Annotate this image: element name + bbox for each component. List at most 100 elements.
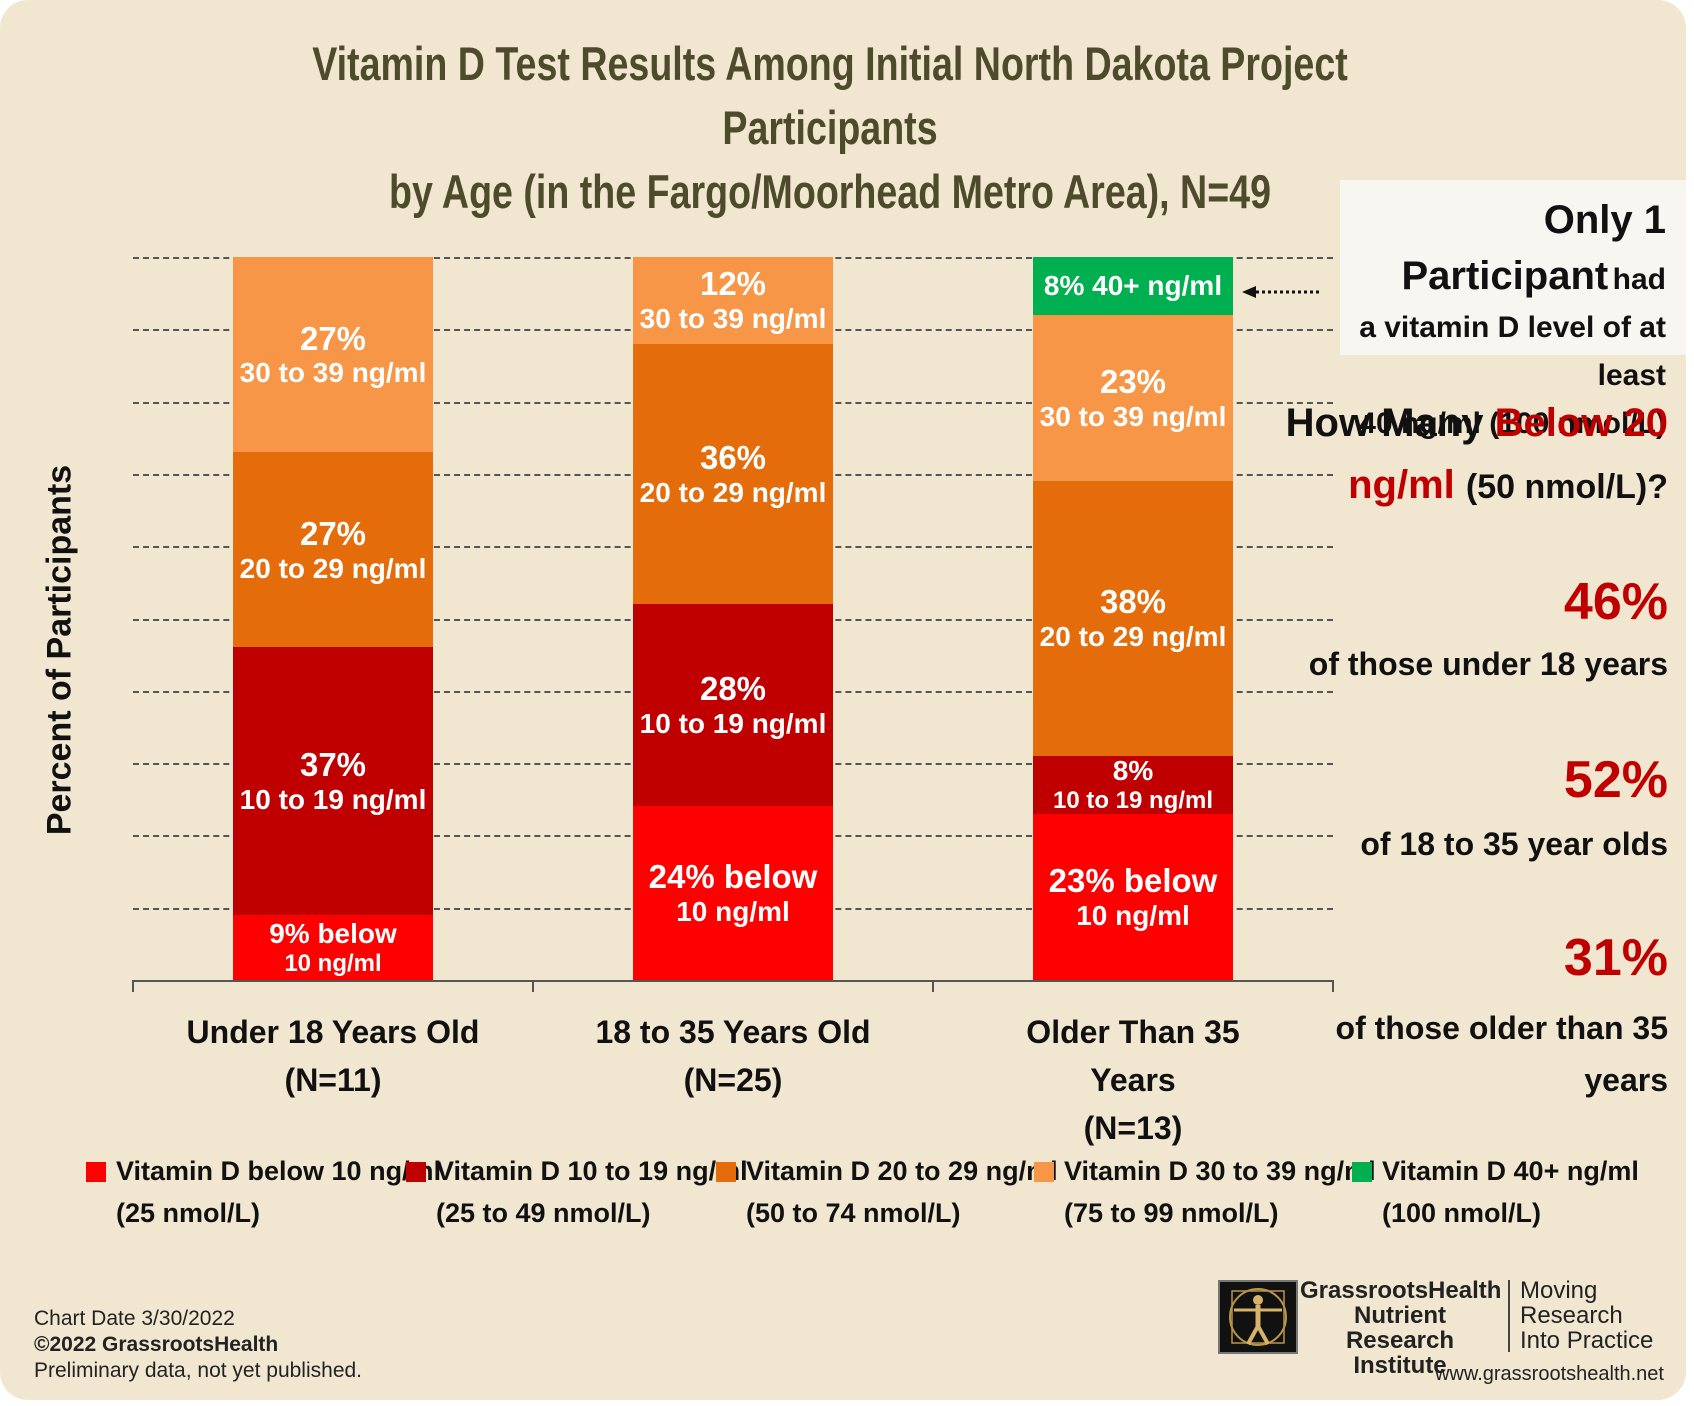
- data-label-range: 10 ng/ml: [284, 949, 382, 977]
- legend-label-line-2: (75 to 99 nmol/L): [1064, 1198, 1279, 1228]
- bar-segment: 28% 10 to 19 ng/ml: [633, 604, 833, 807]
- bar-segment: 9% below 10 ng/ml: [233, 914, 433, 980]
- legend-swatch: [1034, 1162, 1054, 1182]
- category-name: 18 to 35 Years Old: [595, 1014, 871, 1050]
- data-label-range: 10 ng/ml: [1076, 899, 1190, 931]
- chart-date: Chart Date 3/30/2022: [34, 1307, 235, 1330]
- data-label-value: 12%: [699, 265, 767, 303]
- x-axis-tick: [1332, 980, 1334, 992]
- question-red-1: Below 20: [1494, 401, 1668, 445]
- stat-2-value: 52%: [1563, 751, 1668, 809]
- chart-title: Vitamin D Test Results Among Initial Nor…: [262, 32, 1398, 224]
- x-axis-tick: [532, 980, 534, 992]
- category-count: (N=13): [1083, 1110, 1183, 1146]
- legend-label-line-2: (50 to 74 nmol/L): [746, 1198, 961, 1228]
- legend-label-line-2: (100 nmol/L): [1382, 1198, 1542, 1228]
- callout-line-2: a vitamin D level of at least: [1359, 311, 1666, 392]
- category-name: Under 18 Years Old: [186, 1014, 480, 1050]
- question-part-a: How Many: [1285, 401, 1484, 445]
- legend-label-line-1: Vitamin D 20 to 29 ng/ml: [746, 1156, 1058, 1186]
- data-label-range: 20 to 29 ng/ml: [1039, 621, 1227, 653]
- data-label-value: 24% below: [648, 858, 818, 896]
- org-tagline: Moving Research Into Practice: [1520, 1278, 1653, 1353]
- tagline-2: Research: [1520, 1302, 1623, 1329]
- bar-segment: 23% 30 to 39 ng/ml: [1033, 314, 1233, 482]
- data-label-range: 20 to 29 ng/ml: [239, 552, 427, 584]
- legend-label-line-1: Vitamin D 10 to 19 ng/ml: [436, 1156, 748, 1186]
- legend-swatch: [406, 1162, 426, 1182]
- bar-segment: 37% 10 to 19 ng/ml: [233, 647, 433, 915]
- legend-label: Vitamin D 30 to 39 ng/ml (75 to 99 nmol/L…: [1064, 1150, 1376, 1234]
- data-label-value: 23% below: [1048, 861, 1218, 899]
- legend-label: Vitamin D below 10 ng/ml (25 nmol/L): [116, 1150, 441, 1234]
- footer-note: Preliminary data, not yet published.: [34, 1359, 363, 1382]
- legend-label-line-1: Vitamin D below 10 ng/ml: [116, 1156, 442, 1186]
- data-label-range: 30 to 39 ng/ml: [1039, 400, 1227, 432]
- stat-1-label: of those under 18 years: [1308, 646, 1668, 682]
- bar-segment: 12% 30 to 39 ng/ml: [633, 257, 833, 344]
- tagline-1: Moving: [1520, 1277, 1598, 1304]
- data-label-value: 37%: [299, 746, 367, 784]
- x-tick-label: Older Than 35 Years (N=13): [983, 1008, 1283, 1152]
- bar-segment: 27% 30 to 39 ng/ml: [233, 257, 433, 453]
- vitruvian-logo-icon: [1218, 1280, 1298, 1354]
- callout-box: Only 1 Participant had a vitamin D level…: [1340, 180, 1686, 440]
- title-line-2: by Age (in the Fargo/Moorhead Metro Area…: [389, 165, 1271, 218]
- data-label-range: 30 to 39 ng/ml: [639, 303, 827, 335]
- org-name-2: Nutrient: [1354, 1302, 1446, 1329]
- data-label-range: 10 to 19 ng/ml: [239, 784, 427, 816]
- bar-segment: 24% below 10 ng/ml: [633, 806, 833, 980]
- x-tick-label: 18 to 35 Years Old (N=25): [583, 1008, 883, 1104]
- bar-segment: 36% 20 to 29 ng/ml: [633, 343, 833, 605]
- data-label-value: 23%: [1099, 362, 1167, 400]
- legend-label-line-1: Vitamin D 40+ ng/ml: [1382, 1156, 1639, 1186]
- legend-swatch: [86, 1162, 106, 1182]
- callout-line-3: 40 ng/ml (100 nmol/L): [1359, 407, 1666, 440]
- question-part-b: (50 nmol/L)?: [1465, 468, 1668, 506]
- data-label-value: 28%: [699, 670, 767, 708]
- tagline-3: Into Practice: [1520, 1327, 1654, 1354]
- legend-label: Vitamin D 40+ ng/ml (100 nmol/L): [1382, 1150, 1639, 1234]
- category-count: (N=25): [683, 1062, 783, 1098]
- stat-3-label-line-1: of those older than 35: [1335, 1010, 1668, 1046]
- org-divider: [1508, 1280, 1510, 1352]
- callout-emphasis: Only 1 Participant: [1401, 198, 1666, 298]
- data-label-value: 9% below: [269, 917, 397, 949]
- legend-label-line-2: (25 nmol/L): [116, 1198, 261, 1228]
- x-axis-tick: [132, 980, 134, 992]
- legend-swatch: [1352, 1162, 1372, 1182]
- x-axis-tick: [932, 980, 934, 992]
- org-name-1: GrassrootsHealth: [1300, 1277, 1502, 1304]
- copyright: ©2022 GrassrootsHealth: [34, 1333, 279, 1356]
- bar-segment: 23% below 10 ng/ml: [1033, 813, 1233, 980]
- callout-arrow-icon: [1242, 286, 1322, 298]
- category-name: Older Than 35 Years: [1026, 1014, 1240, 1098]
- data-label-range: 20 to 29 ng/ml: [639, 476, 827, 508]
- bar-segment: 27% 20 to 29 ng/ml: [233, 452, 433, 648]
- x-tick-label: Under 18 Years Old (N=11): [183, 1008, 483, 1104]
- data-label-range: 30 to 39 ng/ml: [239, 357, 427, 389]
- question-red-2: ng/ml: [1348, 463, 1455, 507]
- stat-2-label: of 18 to 35 year olds: [1360, 826, 1668, 862]
- callout-had: had: [1612, 263, 1666, 296]
- org-url: www.grassrootshealth.net: [1434, 1363, 1664, 1385]
- y-axis-label: Percent of Participants: [40, 464, 79, 836]
- data-label-value: 8%: [1112, 754, 1154, 786]
- stat-3-label: of those older than 35 years: [1336, 1002, 1668, 1106]
- org-name-3: Research Institute: [1345, 1327, 1455, 1379]
- bar-segment: 38% 20 to 29 ng/ml: [1033, 481, 1233, 756]
- stat-1-value: 46%: [1563, 573, 1668, 631]
- stat-3-label-line-2: years: [1584, 1062, 1668, 1098]
- category-count: (N=11): [284, 1062, 382, 1098]
- stat-3-value: 31%: [1563, 929, 1668, 987]
- legend-label-line-1: Vitamin D 30 to 39 ng/ml: [1064, 1156, 1376, 1186]
- x-axis: [133, 980, 1333, 982]
- legend-label: Vitamin D 10 to 19 ng/ml (25 to 49 nmol/L…: [436, 1150, 748, 1234]
- footer: Chart Date 3/30/2022 ©2022 GrassrootsHea…: [34, 1306, 362, 1384]
- data-label-value: 38%: [1099, 583, 1167, 621]
- side-question: How Many Below 20 ng/ml (50 nmol/L)?: [1286, 392, 1668, 518]
- data-label-value: 36%: [699, 438, 767, 476]
- org-name: GrassrootsHealth Nutrient Research Insti…: [1300, 1277, 1502, 1379]
- data-label-range: 10 to 19 ng/ml: [639, 708, 827, 740]
- legend-label-line-2: (25 to 49 nmol/L): [436, 1198, 651, 1228]
